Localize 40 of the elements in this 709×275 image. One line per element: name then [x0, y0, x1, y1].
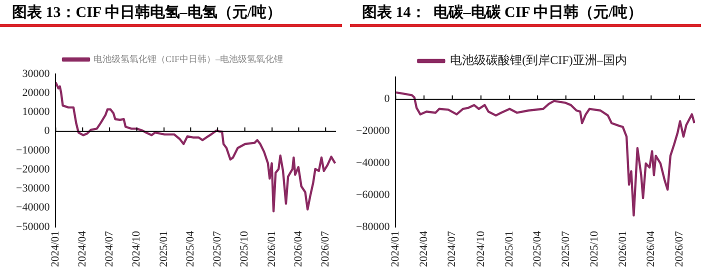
chart-title: 图表 14： 电碳–电碳 CIF 中日韩（元/吨）	[350, 0, 701, 27]
x-tick-label: 2024/07	[446, 230, 458, 268]
x-tick-label: 2026/04	[645, 230, 658, 268]
x-tick-label: 2025/10	[238, 230, 251, 268]
x-tick-label: 2026/07	[320, 230, 332, 268]
y-tick-label: −80000	[356, 220, 390, 233]
x-tick-label: 2026/04	[292, 230, 305, 268]
x-tick-label: 2025/04	[184, 230, 197, 268]
y-tick-label: −60000	[356, 188, 390, 201]
x-tick-label: 2025/04	[531, 230, 544, 268]
y-tick-label: −50000	[16, 220, 50, 233]
x-tick-label: 2025/01	[158, 230, 170, 268]
x-tick-label: 2025/07	[560, 230, 572, 268]
y-tick-label: 10000	[22, 106, 50, 118]
legend-label: 电池级碳酸锂(到岸CIF)亚洲–国内	[450, 53, 627, 68]
x-tick-label: 2025/01	[503, 230, 516, 268]
x-tick-label: 2024/10	[130, 230, 143, 268]
legend-label: 电池级氢氧化锂（CIF中日韩）–电池级氢氧化锂	[93, 54, 284, 64]
y-tick-label: −10000	[16, 144, 50, 156]
y-tick-label: −30000	[16, 182, 50, 195]
x-tick-label: 2025/10	[588, 230, 600, 268]
x-tick-label: 2024/10	[474, 230, 487, 268]
x-tick-label: 2024/01	[390, 230, 402, 268]
y-tick-label: 30000	[22, 68, 50, 80]
x-tick-label: 2024/01	[50, 230, 62, 268]
x-tick-label: 2025/07	[211, 230, 224, 268]
x-tick-label: 2026/07	[673, 230, 686, 268]
y-tick-label: −20000	[356, 125, 390, 138]
y-tick-label: −20000	[16, 163, 50, 176]
x-tick-label: 2026/01	[266, 230, 278, 268]
chart-title: 图表 13：CIF 中日韩电氢–电氢（元/吨）	[0, 0, 342, 27]
x-tick-label: 2024/04	[76, 230, 89, 268]
x-tick-label: 2024/07	[103, 230, 116, 268]
y-tick-label: 20000	[22, 87, 50, 100]
y-tick-label: −40000	[16, 202, 50, 214]
y-tick-label: −40000	[356, 157, 390, 170]
x-tick-label: 2026/01	[617, 230, 630, 268]
x-tick-label: 2024/04	[418, 230, 430, 268]
y-tick-label: 0	[384, 93, 390, 106]
y-tick-label: 0	[44, 125, 50, 138]
